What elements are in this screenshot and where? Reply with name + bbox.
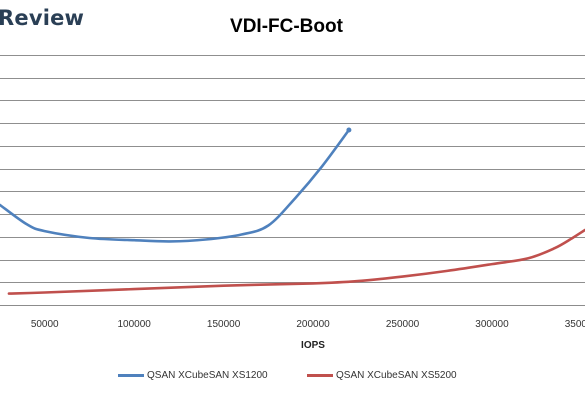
chart-title: VDI-FC-Boot xyxy=(0,16,585,38)
x-tick-label: 350000 xyxy=(565,319,585,330)
chart-title-text: VDI-FC-Boot xyxy=(230,16,343,37)
legend-label-xs5200: QSAN XCubeSAN XS5200 xyxy=(336,370,457,381)
legend: QSAN XCubeSAN XS1200 QSAN XCubeSAN XS520… xyxy=(0,370,585,390)
legend-swatch-xs5200 xyxy=(307,374,333,377)
x-tick-label: 200000 xyxy=(296,319,330,330)
series-lines xyxy=(0,127,585,295)
gridlines xyxy=(0,55,585,306)
legend-item-xs5200: QSAN XCubeSAN XS5200 xyxy=(307,370,457,381)
legend-label-xs1200: QSAN XCubeSAN XS1200 xyxy=(147,370,268,381)
series-line-xs5200 xyxy=(7,228,585,295)
series-end-marker xyxy=(346,127,352,133)
x-axis-label: IOPS xyxy=(301,340,325,351)
series-line-xs1200 xyxy=(0,128,351,243)
x-tick-label: 250000 xyxy=(386,319,420,330)
x-tick-label: 150000 xyxy=(207,319,241,330)
legend-item-xs1200: QSAN XCubeSAN XS1200 xyxy=(118,370,268,381)
x-axis-ticks: 50000 100000 150000 200000 250000 300000 35000… xyxy=(31,319,585,330)
brand-logo-text: Review xyxy=(0,6,85,30)
x-tick-label: 50000 xyxy=(31,319,59,330)
x-tick-label: 300000 xyxy=(475,319,509,330)
legend-swatch-xs1200 xyxy=(118,374,144,377)
x-tick-label: 100000 xyxy=(117,319,151,330)
